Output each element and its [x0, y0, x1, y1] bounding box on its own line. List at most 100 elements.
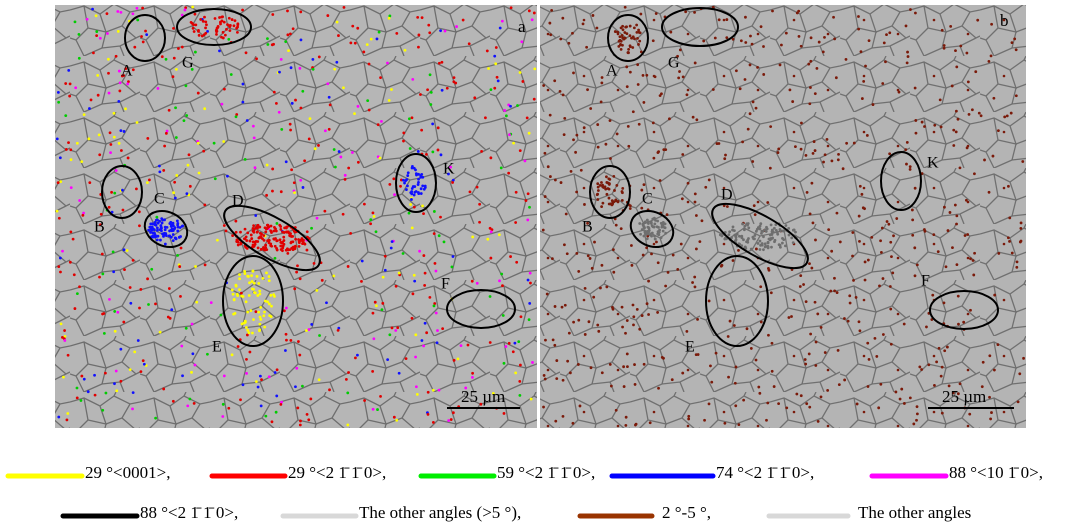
speck: [912, 422, 916, 426]
region-marker: E: [212, 339, 222, 356]
speck: [168, 229, 171, 233]
speck: [440, 60, 444, 64]
speck: [351, 24, 355, 28]
speck: [173, 180, 177, 184]
speck: [136, 339, 140, 342]
speck: [186, 404, 190, 408]
speck: [694, 214, 698, 217]
speck: [687, 414, 691, 418]
speck: [770, 245, 773, 249]
speck: [63, 329, 66, 332]
speck: [632, 26, 636, 30]
speck: [135, 187, 138, 191]
speck: [93, 393, 97, 397]
speck: [362, 50, 366, 54]
speck: [601, 185, 604, 189]
speck: [768, 233, 772, 237]
speck: [138, 306, 141, 310]
speck: [192, 30, 196, 33]
speck: [860, 192, 864, 196]
speck: [343, 173, 347, 177]
speck: [646, 229, 650, 233]
speck: [367, 108, 371, 112]
region-marker: D: [721, 187, 733, 204]
speck: [848, 294, 852, 298]
speck: [190, 67, 194, 71]
speck: [969, 308, 972, 312]
speck: [162, 169, 166, 172]
speck: [265, 271, 268, 275]
speck: [451, 255, 455, 258]
speck: [932, 233, 936, 237]
speck: [378, 156, 382, 160]
region-marker: G: [668, 55, 680, 72]
speck: [423, 321, 427, 325]
speck: [653, 75, 657, 79]
speck: [173, 196, 177, 200]
speck: [560, 305, 564, 309]
speck: [550, 257, 554, 261]
speck: [292, 181, 296, 185]
speck: [949, 25, 953, 28]
speck: [192, 401, 196, 405]
speck: [419, 192, 423, 195]
speck: [473, 96, 477, 100]
speck: [343, 177, 347, 181]
speck: [992, 368, 996, 372]
speck: [165, 234, 168, 237]
speck: [256, 294, 260, 297]
speck: [566, 359, 570, 363]
speck: [154, 416, 158, 420]
speck: [767, 267, 770, 270]
speck: [234, 230, 238, 234]
speck: [1010, 251, 1014, 255]
speck: [898, 397, 902, 401]
speck: [723, 157, 727, 161]
speck: [628, 34, 632, 38]
speck: [808, 405, 812, 409]
speck: [864, 64, 867, 68]
speck: [1022, 356, 1025, 360]
speck: [890, 255, 893, 259]
speck: [693, 200, 697, 204]
speck: [870, 235, 874, 239]
speck: [356, 353, 359, 357]
speck: [417, 181, 420, 184]
speck: [252, 291, 256, 294]
speck: [778, 243, 782, 247]
speck: [531, 361, 534, 364]
speck: [1008, 216, 1012, 220]
speck: [913, 186, 917, 190]
speck: [559, 37, 563, 41]
speck: [991, 154, 995, 158]
speck: [72, 273, 76, 277]
speck: [587, 320, 591, 324]
speck: [686, 181, 690, 185]
speck: [326, 82, 330, 86]
speck: [346, 391, 350, 395]
speck: [854, 296, 858, 299]
speck: [109, 151, 112, 155]
speck: [298, 66, 302, 70]
speck: [502, 412, 506, 415]
speck: [661, 229, 665, 233]
speck: [776, 151, 780, 154]
speck: [745, 327, 749, 331]
speck: [863, 260, 867, 264]
speck: [942, 301, 946, 305]
speck: [533, 67, 537, 71]
speck: [646, 225, 650, 229]
speck: [197, 29, 200, 32]
speck: [91, 7, 94, 11]
speck: [171, 233, 175, 236]
speck: [858, 184, 862, 188]
speck: [857, 320, 861, 324]
speck: [758, 239, 762, 243]
speck: [291, 234, 295, 238]
speck: [466, 343, 470, 347]
speck: [159, 224, 163, 227]
speck: [1015, 260, 1019, 264]
speck: [670, 378, 674, 382]
speck: [600, 76, 604, 79]
speck: [297, 241, 301, 245]
